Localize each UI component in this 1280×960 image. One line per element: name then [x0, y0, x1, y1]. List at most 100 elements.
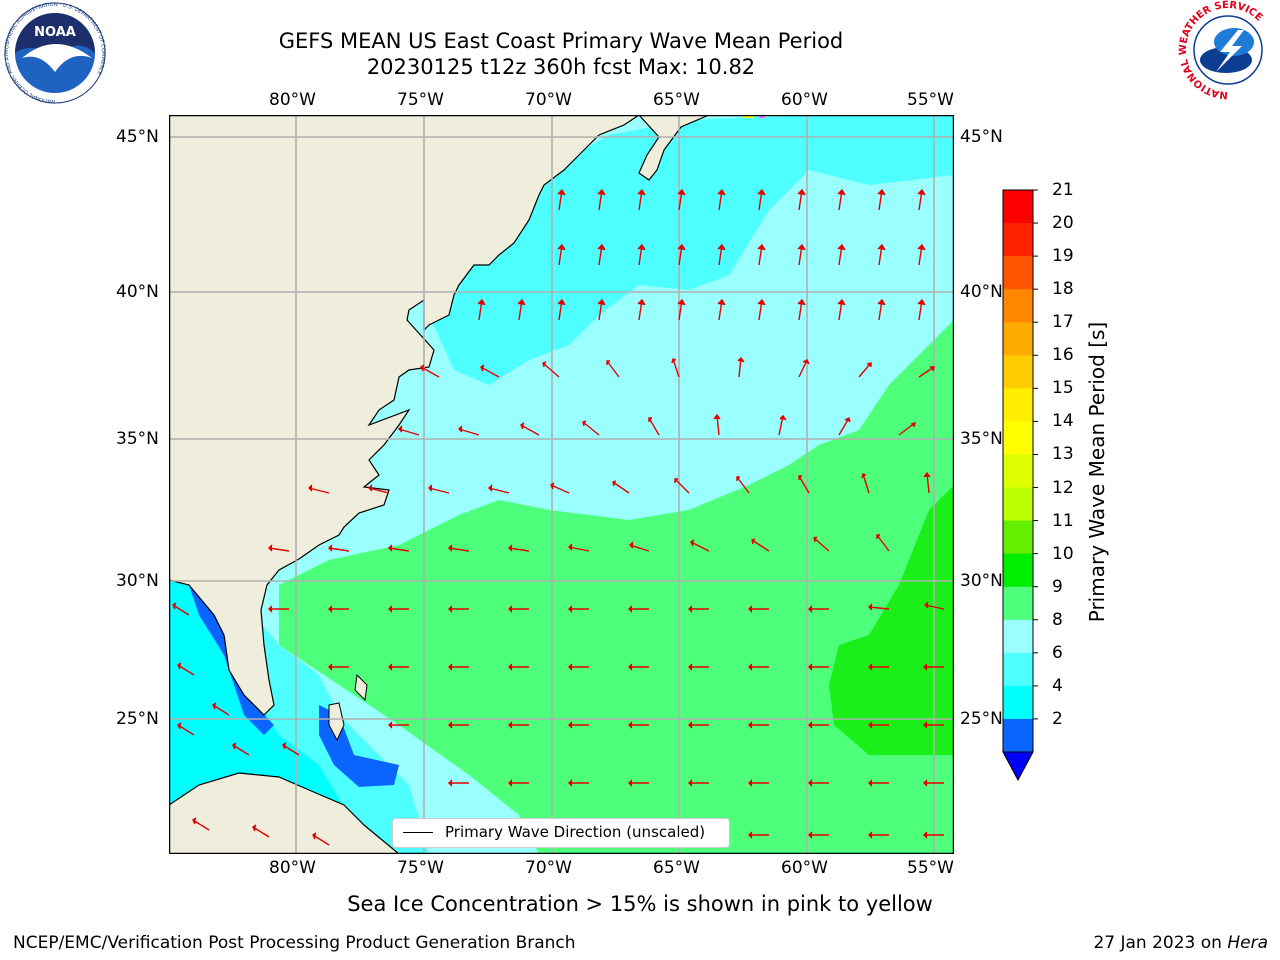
period-fill-6-8-north: [429, 115, 954, 385]
arrow: [737, 356, 745, 378]
lon-tick-top: 75°W: [397, 90, 444, 110]
arrow: [252, 824, 270, 838]
colorbar-band: [1003, 586, 1033, 621]
colorbar-band: [1003, 256, 1033, 290]
arrow: [808, 721, 829, 729]
lat-tick-left: 30°N: [116, 571, 159, 591]
noaa-logo: NATIONAL OCEANIC AND ATMOSPHERIC ADMINIS…: [4, 2, 106, 104]
lat-tick-left: 35°N: [116, 429, 159, 449]
arrow: [717, 243, 726, 266]
chart-title-line2: 20230125 t12z 360h fcst Max: 10.82: [366, 55, 756, 79]
arrow: [192, 817, 210, 831]
arrow: [858, 362, 872, 378]
arrow: [868, 603, 890, 611]
arrow: [757, 188, 766, 211]
arrow: [448, 663, 469, 671]
colorbar-label: 10: [1052, 543, 1074, 564]
arrow: [328, 544, 350, 552]
footer-machine: Hera: [1227, 933, 1268, 953]
colorbar-band: [1003, 289, 1033, 323]
arrow: [517, 298, 526, 321]
land-cuba: [169, 772, 400, 854]
arrow: [923, 471, 931, 494]
colorbar-label: 18: [1052, 279, 1074, 300]
arrow: [923, 831, 944, 839]
arrow: [918, 366, 935, 378]
colorbar-band: [1003, 322, 1033, 356]
arrow: [688, 779, 709, 787]
colorbar-band: [1003, 223, 1033, 257]
arrow: [557, 188, 566, 211]
arrow: [629, 541, 650, 552]
arrow: [748, 605, 769, 613]
colorbar-label: 20: [1052, 213, 1074, 234]
colorbar-label: 17: [1052, 312, 1074, 333]
colorbar-band: [1003, 388, 1033, 422]
arrow: [898, 422, 916, 436]
colorbar-band: [1003, 553, 1033, 588]
lat-tick-right: 25°N: [960, 709, 1003, 729]
arrow: [557, 243, 566, 266]
arrow: [751, 538, 770, 552]
colorbar-label: 19: [1052, 246, 1074, 267]
arrow: [488, 484, 510, 494]
arrow: [837, 298, 846, 321]
arrow: [568, 721, 589, 729]
arrow: [398, 425, 420, 436]
colorbar-band: [1003, 718, 1033, 753]
lon-tick-bottom: 60°W: [781, 858, 828, 878]
arrow: [508, 663, 529, 671]
sea-ice-patch-2: [759, 115, 765, 118]
arrow: [308, 484, 330, 494]
arrow: [868, 779, 889, 787]
arrow: [797, 298, 806, 321]
arrow: [677, 243, 686, 266]
footer-credit: NCEP/EMC/Verification Post Processing Pr…: [13, 933, 576, 953]
arrow: [923, 663, 944, 671]
arrow: [172, 602, 190, 616]
lon-tick-bottom: 75°W: [397, 858, 444, 878]
arrow: [388, 605, 409, 613]
arrow: [868, 831, 889, 839]
lat-tick-right: 30°N: [960, 571, 1003, 591]
arrow: [717, 188, 726, 211]
colorbar-band: [1003, 520, 1033, 555]
arrow: [797, 188, 806, 211]
legend-label: Primary Wave Direction (unscaled): [445, 823, 706, 841]
lon-tick-bottom: 70°W: [525, 858, 572, 878]
arrow: [637, 243, 646, 266]
colorbar-label: 6: [1052, 642, 1063, 663]
lat-tick-left: 40°N: [116, 282, 159, 302]
arrow: [428, 484, 450, 494]
colorbar-band: [1003, 190, 1033, 224]
arrow: [628, 721, 649, 729]
arrow: [837, 188, 846, 211]
lat-tick-left: 45°N: [116, 127, 159, 147]
lat-tick-right: 45°N: [960, 127, 1003, 147]
arrow: [268, 605, 289, 613]
arrow: [550, 482, 570, 494]
arrow: [778, 414, 787, 436]
arrow: [212, 702, 230, 716]
arrow: [674, 478, 690, 494]
arrow: [757, 243, 766, 266]
colorbar-title: Primary Wave Mean Period [s]: [1085, 321, 1109, 623]
arrow: [368, 484, 390, 494]
arrow: [520, 422, 540, 436]
lon-tick-top: 55°W: [907, 90, 954, 110]
wave-direction-arrows: [172, 188, 945, 846]
colorbar-label: 21: [1052, 180, 1074, 200]
arrow: [688, 663, 709, 671]
arrow: [177, 662, 195, 676]
arrow: [868, 663, 889, 671]
arrow: [177, 722, 195, 736]
arrow: [597, 243, 606, 266]
arrow: [876, 534, 890, 552]
graticule: [169, 115, 954, 854]
colorbar-band: [1003, 454, 1033, 489]
colorbar-label: 14: [1052, 411, 1074, 432]
sea-ice-note: Sea Ice Concentration > 15% is shown in …: [347, 892, 933, 916]
arrow: [923, 779, 944, 787]
arrow: [637, 188, 646, 211]
arrow: [480, 364, 500, 378]
